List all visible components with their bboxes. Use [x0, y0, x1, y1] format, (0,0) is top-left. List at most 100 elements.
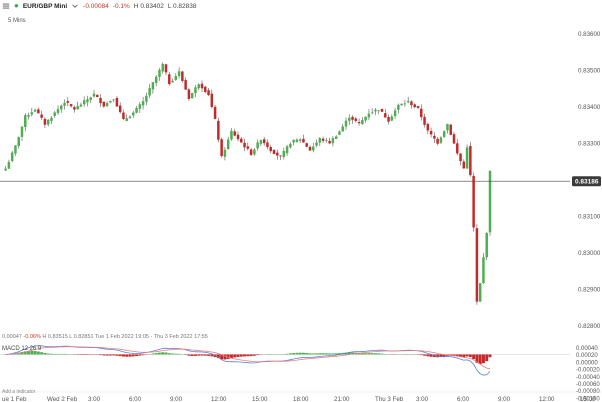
candle: [66, 97, 70, 107]
instrument-name[interactable]: EUR/GBP Mini: [22, 2, 68, 10]
candle-body: [276, 152, 279, 156]
candle: [128, 115, 132, 119]
macd-histogram-bar: [357, 352, 361, 355]
candle-body: [465, 147, 469, 169]
candle-body: [43, 118, 47, 125]
candle-body: [207, 90, 210, 96]
candle: [344, 117, 348, 130]
candle-body: [312, 146, 315, 151]
candle: [63, 99, 66, 110]
price-tag-text: 0.83186: [575, 179, 599, 186]
candle-body: [272, 149, 276, 154]
candle-body: [128, 116, 132, 119]
candle-body: [7, 161, 11, 169]
candle-body: [384, 113, 387, 118]
macd-histogram-bar: [46, 353, 50, 355]
macd-histogram-bar: [475, 354, 479, 363]
candle-body: [197, 84, 200, 89]
time-tick-label: 21:00: [334, 396, 350, 402]
macd-tick-label: 0.00000: [576, 360, 598, 366]
macd-label[interactable]: MACD 12 26 9: [2, 346, 42, 352]
macd-histogram-bar: [23, 351, 27, 355]
candle: [285, 144, 289, 156]
candle-body: [135, 107, 138, 113]
macd-histogram-bar: [171, 353, 175, 355]
menu-icon[interactable]: [2, 2, 10, 10]
candle-body: [148, 88, 151, 96]
macd-histogram-bar: [27, 351, 31, 355]
candle-body: [118, 105, 122, 113]
add-indicator-link[interactable]: Add a indicator: [2, 389, 36, 395]
macd-histogram-bar: [472, 354, 476, 360]
candle-body: [53, 112, 56, 116]
candle: [325, 138, 328, 143]
candle-body: [452, 134, 456, 144]
candle: [292, 139, 295, 146]
macd-histogram-bar: [135, 354, 139, 357]
candle-body: [10, 152, 14, 162]
macd-tick-label: 0.00020: [576, 353, 598, 359]
candle: [76, 101, 79, 110]
candle-body: [243, 142, 246, 148]
candle-body: [33, 109, 37, 112]
price-tick-label: 0.83400: [578, 104, 601, 111]
candle-body: [138, 104, 142, 109]
candle: [125, 114, 128, 122]
macd-histogram-bar: [360, 353, 364, 355]
candle: [135, 106, 138, 114]
macd-histogram-bar: [102, 354, 106, 356]
macd-histogram-bar: [20, 351, 24, 355]
candle: [452, 131, 456, 144]
candle-body: [161, 63, 164, 72]
candle-body: [478, 283, 482, 302]
macd-panel: [0, 345, 570, 376]
session-high: H 0.83402: [133, 2, 164, 10]
macd-histogram-bar: [442, 354, 446, 357]
time-tick-label: Thu 3 Feb: [375, 396, 404, 402]
candle-body: [112, 99, 115, 101]
macd-histogram-bar: [426, 354, 430, 357]
candle: [328, 137, 331, 145]
macd-histogram-bar: [334, 353, 338, 355]
instrument-header: ● EUR/GBP Mini -0.00084 -0.1% H 0.83402 …: [2, 0, 197, 12]
candle-body: [40, 114, 43, 118]
macd-histogram-bar: [236, 354, 240, 357]
candle-body: [377, 110, 380, 112]
macd-histogram-bar: [229, 354, 233, 359]
candle-body: [102, 101, 106, 107]
candle: [469, 142, 472, 177]
macd-tick-label: -0.00040: [576, 375, 600, 381]
candle: [351, 115, 354, 124]
macd-histogram-bar: [131, 354, 135, 357]
macd-histogram-bar: [121, 354, 125, 357]
chevron-down-icon[interactable]: [71, 2, 79, 10]
candle-body: [374, 109, 377, 112]
candle-body: [426, 123, 430, 131]
candle-body: [109, 101, 112, 103]
candle: [40, 110, 43, 120]
candle-body: [86, 99, 89, 103]
macd-histogram-bar: [118, 354, 122, 357]
macd-histogram-bar: [99, 354, 103, 356]
candle: [50, 115, 53, 124]
macd-tick-label: -0.00020: [576, 368, 600, 374]
macd-histogram-bar: [187, 354, 191, 356]
candle: [380, 108, 384, 112]
timeframe-label[interactable]: 5 Mins: [8, 18, 26, 24]
candle: [122, 109, 125, 121]
price-tick-label: 0.83000: [578, 250, 601, 257]
candle: [132, 110, 135, 118]
candle-body: [66, 101, 70, 103]
candle: [187, 88, 191, 101]
candle-body: [194, 87, 197, 94]
candle: [423, 113, 426, 128]
candle: [393, 107, 397, 120]
candle-body: [439, 137, 443, 143]
candle-body: [164, 64, 168, 73]
candle-body: [210, 93, 214, 107]
macd-histogram-bar: [305, 353, 309, 355]
time-tick-label: 15:00: [252, 396, 268, 402]
candle: [73, 105, 76, 113]
candle-body: [240, 138, 243, 143]
candle-body: [76, 105, 79, 110]
